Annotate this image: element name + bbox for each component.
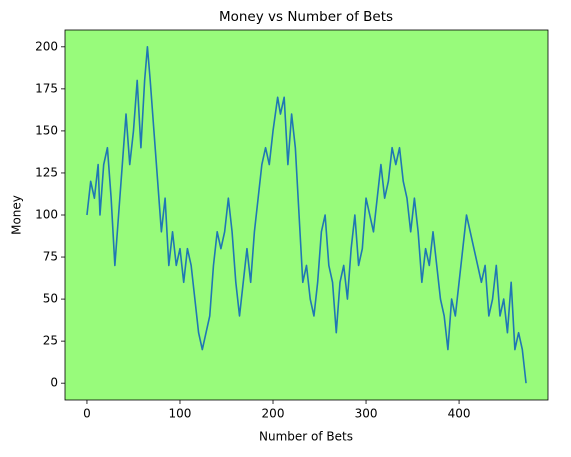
y-tick-label: 125 — [35, 165, 58, 179]
chart-title: Money vs Number of Bets — [219, 9, 393, 25]
y-tick-label: 25 — [43, 334, 58, 348]
x-tick-label: 0 — [83, 407, 91, 421]
y-tick-label: 75 — [43, 250, 58, 264]
plot-background — [65, 30, 548, 400]
y-tick-label: 200 — [35, 39, 58, 53]
x-tick-label: 400 — [448, 407, 471, 421]
y-tick-label: 150 — [35, 123, 58, 137]
y-tick-label: 50 — [43, 292, 58, 306]
x-tick-label: 200 — [262, 407, 285, 421]
x-axis-label: Number of Bets — [259, 430, 353, 444]
x-tick-label: 100 — [169, 407, 192, 421]
y-tick-label: 0 — [50, 376, 58, 390]
y-tick-label: 100 — [35, 208, 58, 222]
x-tick-label: 300 — [355, 407, 378, 421]
data-line — [86, 46, 527, 384]
y-axis-label: Money — [10, 195, 24, 235]
y-tick-label: 175 — [35, 81, 58, 95]
plot-frame — [64, 29, 549, 401]
